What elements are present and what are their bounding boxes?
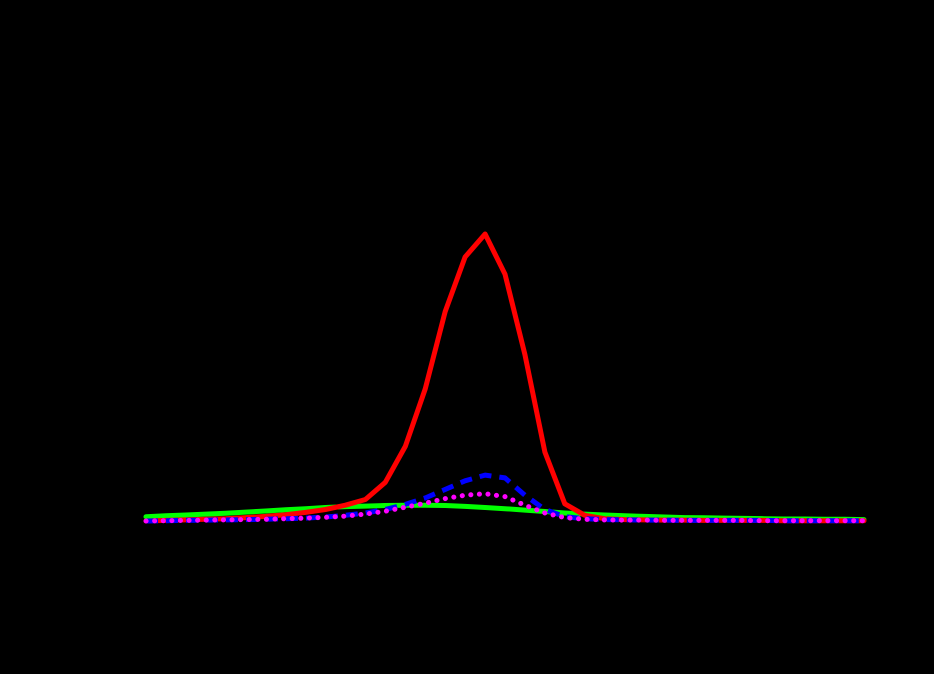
series-magenta-dotted xyxy=(143,491,867,524)
plot-area xyxy=(143,231,867,524)
series-blue-dashed xyxy=(145,472,864,524)
